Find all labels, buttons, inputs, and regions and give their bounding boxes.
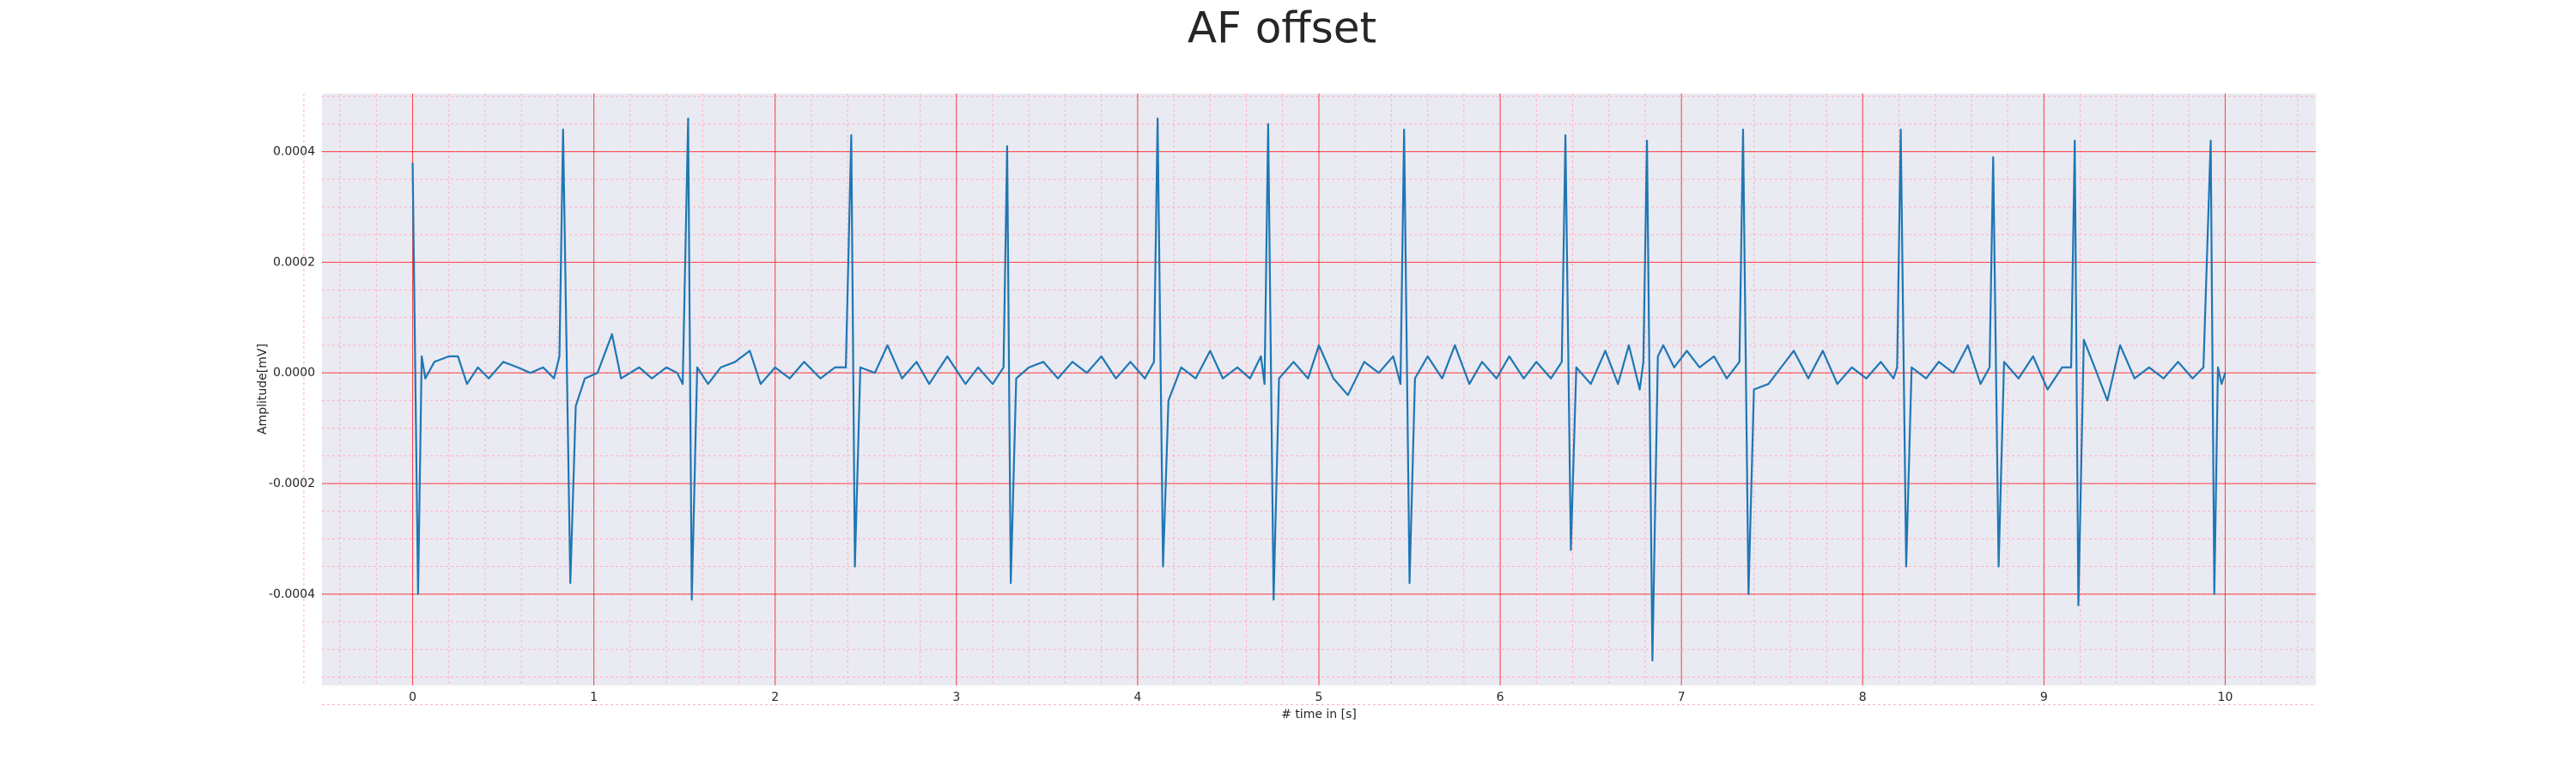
x-tick-label: 3 bbox=[952, 691, 960, 704]
x-tick-label: 8 bbox=[1859, 691, 1867, 704]
x-tick-label: 1 bbox=[590, 691, 598, 704]
y-tick-label: -0.0004 bbox=[269, 587, 315, 601]
x-tick-label: 0 bbox=[409, 691, 416, 704]
y-tick-label: -0.0002 bbox=[269, 477, 315, 490]
x-axis-label: # time in [s] bbox=[1281, 708, 1357, 721]
y-tick-label: 0.0002 bbox=[273, 255, 315, 269]
chart-title: AF offset bbox=[1188, 3, 1376, 53]
y-tick-label: 0.0000 bbox=[273, 366, 315, 380]
x-tick-label: 6 bbox=[1497, 691, 1504, 704]
signal-line bbox=[411, 117, 2227, 662]
x-tick-label: 2 bbox=[771, 691, 779, 704]
x-tick-label: 4 bbox=[1133, 691, 1141, 704]
y-tick-label: 0.0004 bbox=[273, 145, 315, 159]
y-axis-label: Amplitude[mV] bbox=[256, 344, 270, 435]
x-tick-label: 9 bbox=[2040, 691, 2048, 704]
x-tick-label: 10 bbox=[2218, 691, 2233, 704]
x-tick-label: 7 bbox=[1678, 691, 1686, 704]
x-tick-label: 5 bbox=[1315, 691, 1323, 704]
